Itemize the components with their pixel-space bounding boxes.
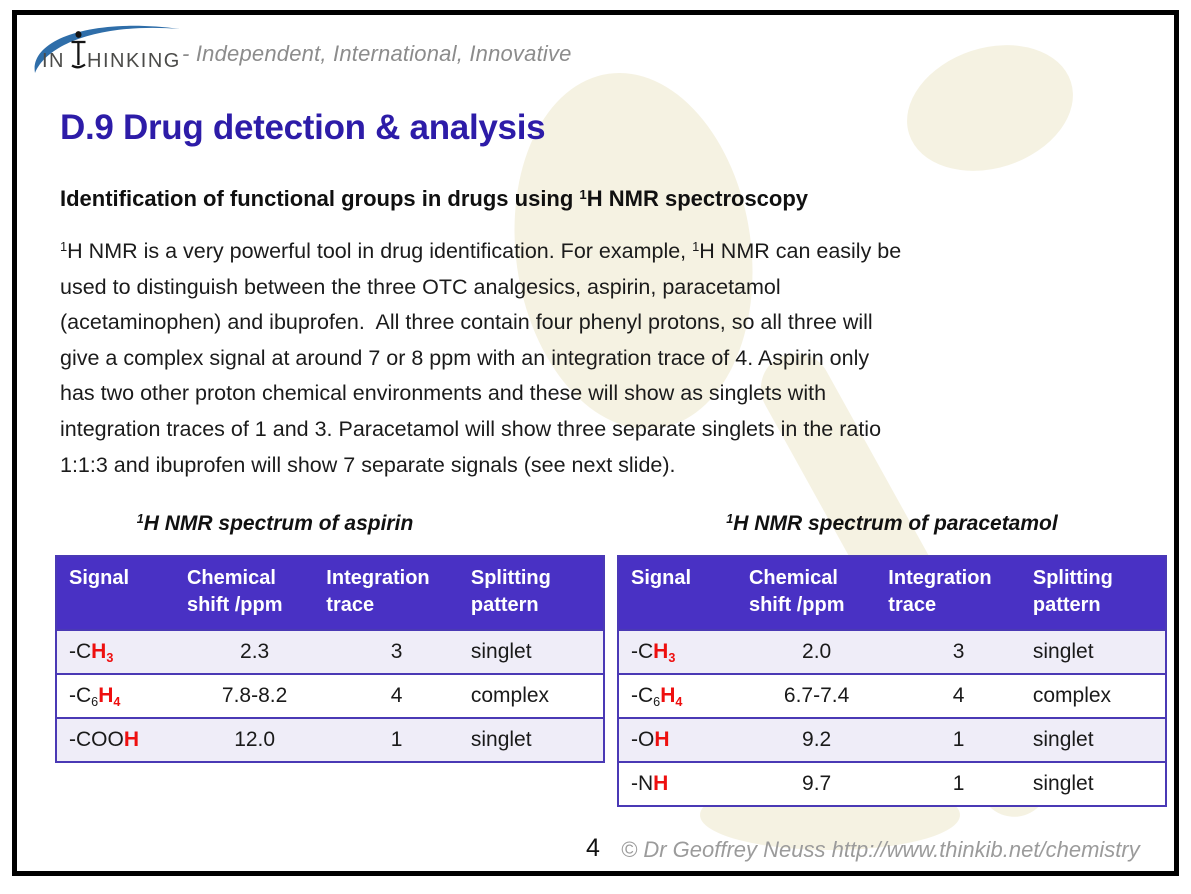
splitting-cell: complex xyxy=(1030,673,1166,718)
table-row: -NH 9.7 1 singlet xyxy=(618,761,1166,806)
nmr-table-aspirin: Signal Chemical shift /ppm Integration tra… xyxy=(55,555,605,763)
splitting-cell: singlet xyxy=(1030,629,1166,674)
copyright-text: © Dr Geoffrey Neuss http://www.thinkib.n… xyxy=(621,837,1140,862)
shift-cell: 9.2 xyxy=(746,717,887,762)
column-header: Signal xyxy=(56,556,185,630)
integration-cell: 1 xyxy=(324,717,469,762)
table-row: -CH3 2.3 3 singlet xyxy=(56,629,604,674)
inthinking-logo: IN HINKING xyxy=(34,25,181,73)
table-title-paracetamol: 1H NMR spectrum of paracetamol xyxy=(726,512,1058,535)
table-row: -C6H4 7.8-8.2 4 complex xyxy=(56,673,604,718)
shift-cell: 2.0 xyxy=(746,629,887,674)
subtitle: Identification of functional groups in d… xyxy=(60,186,809,211)
integration-cell: 3 xyxy=(324,629,469,674)
table-row: -OH 9.2 1 singlet xyxy=(618,717,1166,762)
shift-cell: 9.7 xyxy=(746,761,887,806)
column-header: Integration trace xyxy=(886,556,1031,630)
column-header: Chemical shift /ppm xyxy=(746,556,887,630)
integration-cell: 3 xyxy=(886,629,1031,674)
logo-person-icon xyxy=(71,31,86,69)
page-title: D.9 Drug detection & analysis xyxy=(60,108,546,147)
signal-cell: -CH3 xyxy=(618,629,747,674)
signal-cell: -COOH xyxy=(56,717,185,762)
logo-swoosh-icon xyxy=(34,25,180,73)
signal-cell: -OH xyxy=(618,717,747,762)
column-header: Splitting pattern xyxy=(1030,556,1166,630)
column-header: Chemical shift /ppm xyxy=(184,556,325,630)
page-number: 4 xyxy=(586,834,600,862)
intro-paragraph: 1H NMR is a very powerful tool in drug i… xyxy=(60,238,902,477)
shift-cell: 7.8-8.2 xyxy=(184,673,325,718)
splitting-cell: singlet xyxy=(1030,717,1166,762)
logo-brand-text-prefix: IN xyxy=(42,50,65,72)
integration-cell: 1 xyxy=(886,717,1031,762)
signal-cell: -NH xyxy=(618,761,747,806)
column-header: Splitting pattern xyxy=(468,556,604,630)
table-row: -CH3 2.0 3 singlet xyxy=(618,629,1166,674)
logo-brand-text-suffix: HINKING xyxy=(87,50,181,72)
splitting-cell: complex xyxy=(468,673,604,718)
table-row: -C6H4 6.7-7.4 4 complex xyxy=(618,673,1166,718)
shift-cell: 6.7-7.4 xyxy=(746,673,887,718)
integration-cell: 4 xyxy=(324,673,469,718)
column-header: Integration trace xyxy=(324,556,469,630)
signal-cell: -CH3 xyxy=(56,629,185,674)
shift-cell: 12.0 xyxy=(184,717,325,762)
splitting-cell: singlet xyxy=(468,717,604,762)
splitting-cell: singlet xyxy=(468,629,604,674)
table-row: -COOH 12.0 1 singlet xyxy=(56,717,604,762)
signal-cell: -C6H4 xyxy=(618,673,747,718)
table-title-aspirin: 1H NMR spectrum of aspirin xyxy=(136,512,414,535)
splitting-cell: singlet xyxy=(1030,761,1166,806)
integration-cell: 4 xyxy=(886,673,1031,718)
header-row: Signal Chemical shift /ppm Integration tra… xyxy=(618,556,1166,630)
column-header: Signal xyxy=(618,556,747,630)
header-row: Signal Chemical shift /ppm Integration tra… xyxy=(56,556,604,630)
shift-cell: 2.3 xyxy=(184,629,325,674)
nmr-table-paracetamol: Signal Chemical shift /ppm Integration tra… xyxy=(617,555,1167,807)
signal-cell: -C6H4 xyxy=(56,673,185,718)
logo-tagline: - Independent, International, Innovative xyxy=(182,41,572,66)
integration-cell: 1 xyxy=(886,761,1031,806)
slide-frame xyxy=(12,10,1179,876)
